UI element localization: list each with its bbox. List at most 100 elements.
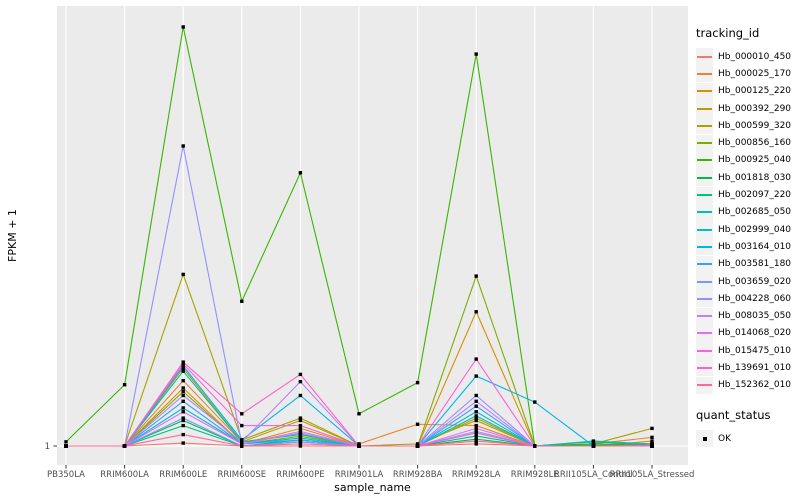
legend-item-label: Hb_002685_050 — [718, 207, 792, 218]
legend-key-line-icon — [696, 238, 713, 256]
data-point — [181, 441, 185, 445]
data-point — [64, 444, 68, 448]
legend: tracking_id Hb_000010_450 Hb_000025_170 Hb… — [696, 26, 800, 448]
legend-item: Hb_003659_020 — [696, 273, 800, 290]
data-point — [533, 444, 537, 448]
data-point — [181, 360, 185, 364]
data-point — [181, 416, 185, 420]
legend-item: Hb_000125_220 — [696, 82, 800, 100]
data-point — [181, 386, 185, 390]
data-point — [474, 410, 478, 414]
y-axis-title: FPKM + 1 — [6, 209, 19, 262]
data-point — [415, 444, 420, 448]
legend-item-label: Hb_000856_160 — [718, 138, 792, 149]
data-point — [122, 383, 127, 387]
data-point — [240, 412, 244, 416]
legend-item-label: Hb_002097_220 — [718, 190, 792, 201]
legend-item: Hb_000025_170 — [696, 65, 800, 83]
data-point — [181, 362, 185, 366]
data-point — [357, 412, 361, 416]
data-point — [298, 171, 303, 175]
legend-item-label: Hb_015475_010 — [718, 345, 792, 356]
data-point — [357, 442, 361, 446]
data-point — [298, 418, 303, 423]
legend-key-line-icon — [696, 255, 713, 273]
legend-item-list: Hb_000010_450 Hb_000025_170 Hb_000125_220 H… — [696, 48, 800, 394]
legend-item: Hb_003581_180 — [696, 255, 800, 273]
legend-item: Hb_004228_060 — [696, 290, 800, 308]
data-point — [474, 357, 478, 361]
legend-item: Hb_000856_160 — [696, 134, 800, 152]
x-tick-label: RRIM600LA — [100, 470, 149, 480]
data-point — [298, 426, 303, 431]
legend-item-label: Hb_000599_320 — [718, 120, 792, 131]
legend-item-label: Hb_000392_290 — [718, 103, 792, 114]
data-point — [298, 444, 303, 448]
legend-item: Hb_008035_050 — [696, 307, 800, 325]
data-point — [181, 25, 185, 29]
data-point — [240, 299, 244, 303]
legend-item-label: Hb_008035_050 — [718, 311, 792, 322]
data-point — [474, 423, 478, 428]
data-point — [298, 429, 303, 434]
data-point — [240, 442, 244, 446]
legend-item: Hb_015475_010 — [696, 342, 800, 360]
data-point — [650, 426, 654, 431]
legend-item: Hb_139691_010 — [696, 359, 800, 377]
legend-item: Hb_002097_220 — [696, 186, 800, 204]
data-point — [298, 442, 303, 446]
data-point — [298, 440, 303, 444]
x-tick-label: RRIM928BA — [393, 470, 443, 480]
x-tick-label: RRII105LA_Control — [554, 470, 633, 480]
data-point — [474, 437, 478, 441]
data-point — [181, 366, 185, 370]
data-point — [181, 423, 185, 428]
legend-item-label: Hb_000025_170 — [718, 68, 792, 79]
legend-key-line-icon — [696, 203, 713, 221]
y-tick-label: 1 — [45, 442, 50, 452]
legend-item: Hb_002999_040 — [696, 221, 800, 239]
legend-item-label: Hb_004228_060 — [718, 293, 792, 304]
data-point — [474, 426, 478, 431]
legend-item: Hb_000010_450 — [696, 48, 800, 66]
legend-item: Hb_014068_020 — [696, 324, 800, 342]
data-point — [298, 393, 303, 398]
legend-item-label: Hb_152362_010 — [718, 380, 792, 391]
legend-item-label: Hb_001818_030 — [718, 172, 792, 183]
data-point — [474, 442, 478, 446]
legend-item-label: Hb_002999_040 — [718, 224, 792, 235]
data-point — [474, 418, 478, 423]
legend-item: Hb_003164_010 — [696, 238, 800, 256]
legend-item-label: Hb_000125_220 — [718, 86, 792, 97]
data-point — [181, 144, 185, 148]
quant-legend-item-label: OK — [718, 433, 731, 444]
x-tick-label: RRIM928LE — [511, 470, 559, 480]
legend-key-line-icon — [696, 221, 713, 239]
x-axis-title: sample_name — [334, 481, 411, 494]
legend-key-line-icon — [696, 82, 713, 100]
data-point — [415, 442, 420, 446]
x-tick-label: RRIM901LA — [335, 470, 384, 480]
data-point — [240, 444, 244, 448]
data-point — [181, 406, 185, 410]
legend-key-line-icon — [696, 342, 713, 360]
data-point — [474, 52, 478, 56]
quant-legend-item-list: OK — [696, 430, 800, 448]
legend-title-tracking-id: tracking_id — [696, 26, 760, 40]
data-point — [474, 414, 478, 418]
legend-key-line-icon — [696, 134, 713, 152]
legend-key-line-icon — [696, 100, 713, 118]
data-point — [474, 393, 478, 398]
data-point — [474, 439, 478, 443]
legend-item-label: Hb_003659_020 — [718, 276, 792, 287]
data-point — [650, 444, 654, 448]
data-point — [298, 438, 303, 442]
x-tick-label: RRII105LA_Stressed — [610, 470, 695, 480]
data-point — [474, 399, 478, 403]
data-point — [181, 399, 185, 403]
data-point — [474, 431, 478, 435]
data-point — [181, 364, 185, 368]
data-point — [474, 434, 478, 438]
